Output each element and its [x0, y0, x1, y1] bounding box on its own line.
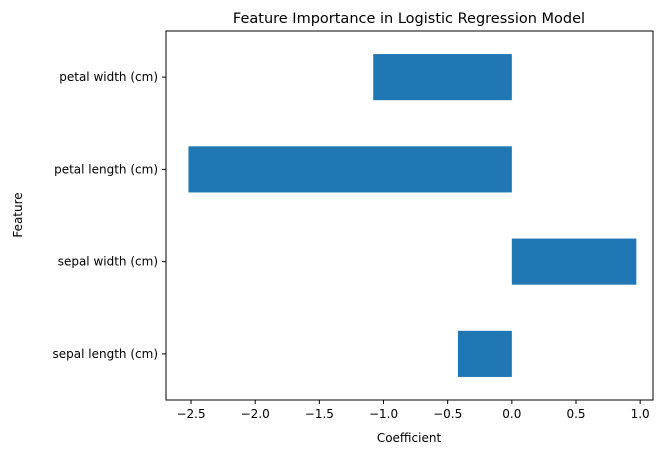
- bars-group: [188, 54, 637, 377]
- x-tick-label: −0.5: [433, 407, 462, 421]
- x-tick-label: 0.5: [566, 407, 585, 421]
- y-tick-label: petal width (cm): [59, 70, 158, 84]
- x-tick-label: −1.5: [305, 407, 334, 421]
- y-tick-label: petal length (cm): [54, 162, 158, 176]
- x-tick-label: −2.5: [176, 407, 205, 421]
- x-axis-label: Coefficient: [377, 431, 442, 445]
- x-axis-ticks: −2.5 −2.0 −1.5 −1.0 −0.5 0.0 0.5 1.0: [176, 400, 650, 421]
- x-tick-label: −1.0: [369, 407, 398, 421]
- y-tick-label: sepal length (cm): [53, 347, 158, 361]
- x-tick-label: 0.0: [502, 407, 521, 421]
- x-tick-label: 1.0: [631, 407, 650, 421]
- y-axis-ticks: sepal length (cm) sepal width (cm) petal l…: [53, 70, 166, 361]
- x-tick-label: −2.0: [241, 407, 270, 421]
- plot-frame: [165, 30, 654, 401]
- chart-title: Feature Importance in Logistic Regressio…: [233, 11, 585, 27]
- bar-petal-length-cm: [188, 146, 512, 193]
- y-axis-label: Feature: [11, 192, 25, 237]
- bar-sepal-length-cm: [457, 330, 512, 377]
- bar-sepal-width-cm: [511, 238, 637, 285]
- bar-petal-width-cm: [373, 54, 512, 101]
- y-tick-label: sepal width (cm): [58, 255, 158, 269]
